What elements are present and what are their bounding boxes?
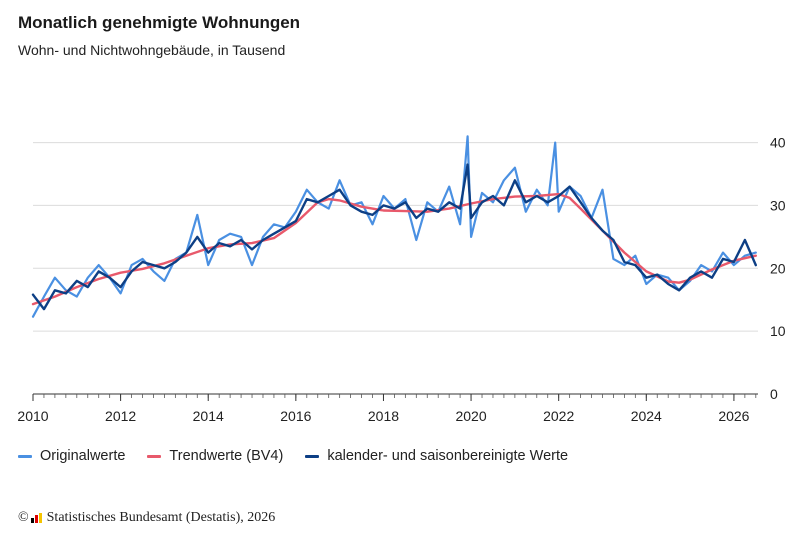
legend-item-bereinigte-werte[interactable]: kalender- und saisonbereinigte Werte <box>305 448 568 464</box>
source-text: Statistisches Bundesamt (Destatis), 2026 <box>46 510 276 525</box>
legend: Originalwerte Trendwerte (BV4) kalender-… <box>18 448 590 464</box>
y-tick-label: 40 <box>770 135 786 151</box>
axes: 0 10 20 30 40 2010 2012 2014 2016 2018 2020 2022 202… <box>17 135 785 424</box>
x-tick-label: 2020 <box>455 408 486 424</box>
legend-item-originalwerte[interactable]: Originalwerte <box>18 448 125 464</box>
series-line-trendwerte <box>31 192 757 306</box>
x-tick-label: 2016 <box>280 408 311 424</box>
y-tick-label: 0 <box>770 386 778 402</box>
y-tick-label: 20 <box>770 260 786 276</box>
legend-label-bereinigte-werte: kalender- und saisonbereinigte Werte <box>327 448 569 464</box>
grid-lines <box>33 142 758 332</box>
legend-swatch-trendwerte <box>147 454 162 458</box>
x-tick-label: 2024 <box>631 408 662 424</box>
legend-item-trendwerte[interactable]: Trendwerte (BV4) <box>147 448 283 464</box>
x-tick-label: 2012 <box>105 408 136 424</box>
legend-swatch-bereinigte-werte <box>305 454 320 458</box>
line-chart: 0 10 20 30 40 2010 2012 2014 2016 2018 2020 2022 202… <box>17 135 785 424</box>
legend-swatch-originalwerte <box>18 454 32 458</box>
legend-label-trendwerte: Trendwerte (BV4) <box>169 448 284 464</box>
legend-label-originalwerte: Originalwerte <box>40 448 126 464</box>
destatis-logo-icon <box>30 513 43 523</box>
x-tick-label: 2010 <box>17 408 48 424</box>
series-line-bereinigte-werte <box>31 163 757 311</box>
chart-subtitle: Wohn- und Nichtwohngebäude, in Tausend <box>18 42 286 58</box>
y-tick-label: 10 <box>770 323 786 339</box>
y-tick-label: 30 <box>770 197 786 213</box>
series-line-originalwerte <box>31 135 757 318</box>
x-tick-label: 2026 <box>718 408 749 424</box>
x-tick-label: 2014 <box>193 408 224 424</box>
x-tick-label: 2018 <box>368 408 399 424</box>
chart-title: Monatlich genehmigte Wohnungen <box>18 13 301 32</box>
source-note: © Statistisches Bundesamt (Destatis), 20… <box>18 510 275 526</box>
x-tick-label: 2022 <box>543 408 574 424</box>
copyright-icon: © <box>18 510 29 525</box>
series-lines <box>31 135 757 318</box>
